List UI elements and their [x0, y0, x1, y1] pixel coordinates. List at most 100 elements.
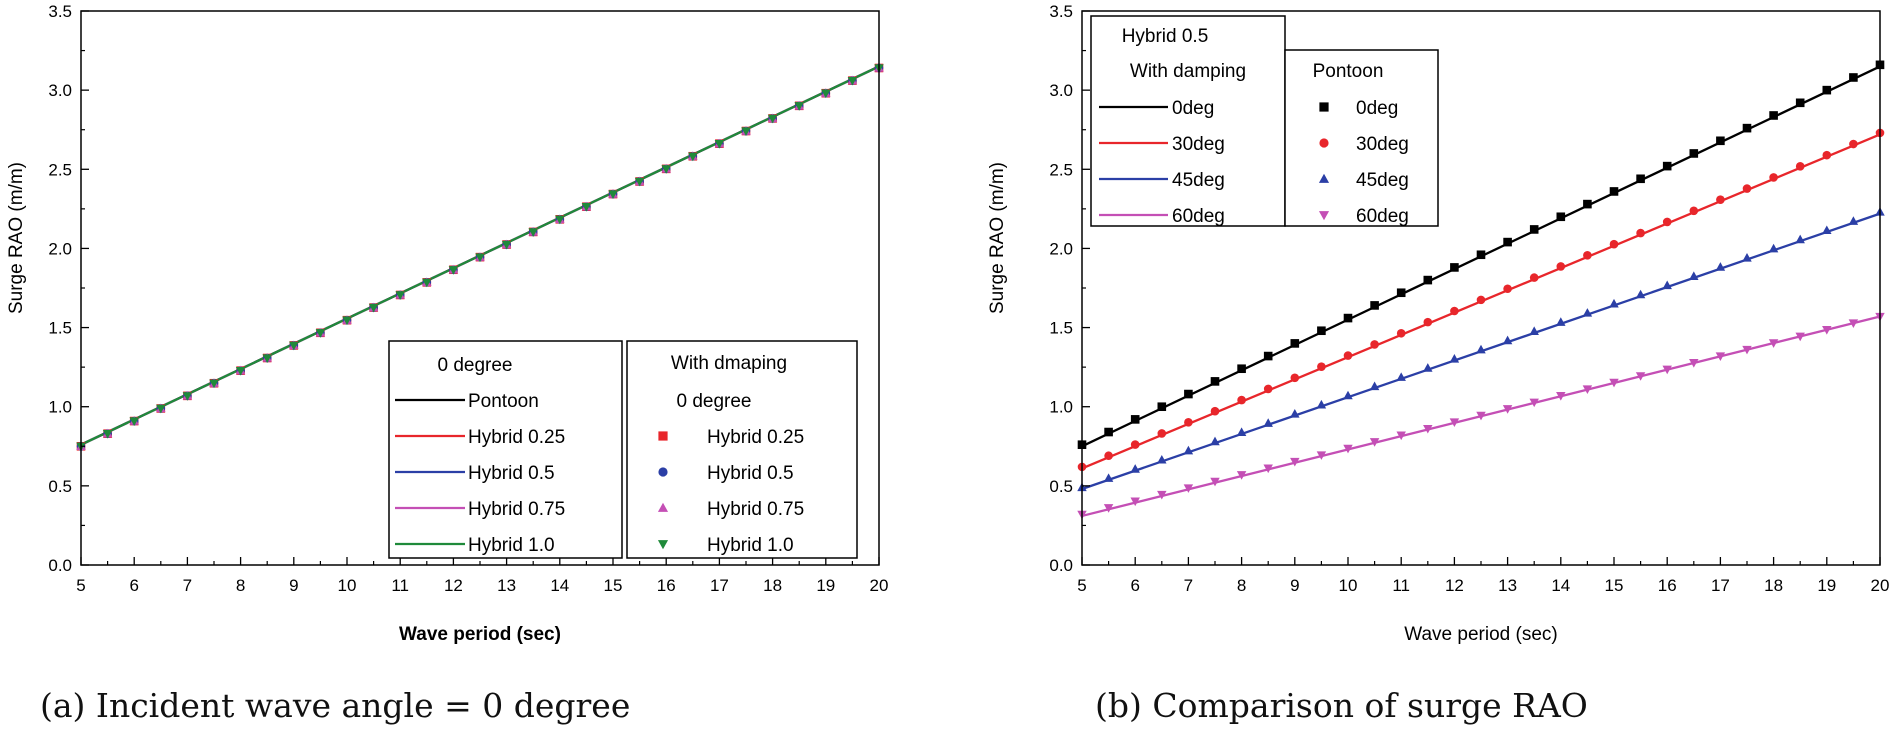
data-point	[1822, 326, 1832, 335]
data-point	[1716, 136, 1725, 146]
data-point	[847, 76, 858, 86]
data-point	[821, 89, 831, 99]
data-point	[1635, 289, 1646, 299]
data-point	[1609, 187, 1619, 196]
data-point	[1130, 415, 1140, 424]
legend-marker-swatch	[657, 502, 669, 512]
data-point	[1849, 73, 1858, 82]
chart-b-y-axis-title: Surge RAO (m/m)	[987, 162, 1008, 314]
data-point	[1130, 440, 1140, 449]
data-point	[235, 366, 246, 376]
data-point	[1582, 385, 1593, 394]
data-point	[1369, 438, 1380, 447]
chart-b-marks	[1077, 60, 1885, 520]
x-tick-label: 12	[1445, 576, 1464, 595]
chart-b-legend-lines-title-2: With damping	[1130, 61, 1246, 82]
legend-line-label: 45deg	[1172, 170, 1225, 191]
y-tick-label: 0.5	[1049, 477, 1073, 496]
x-tick-label: 15	[1605, 576, 1624, 595]
chart-a-legend-markers-title-1: With dmaping	[671, 353, 787, 374]
y-tick-label: 2.0	[1049, 239, 1073, 258]
caption-a: (a) Incident wave angle = 0 degree	[40, 686, 630, 725]
data-point	[1689, 359, 1699, 368]
chart-a-legend-markers: With dmaping 0 degree Hybrid 0.25 Hybrid …	[626, 340, 858, 559]
y-tick-label: 1.0	[48, 398, 72, 417]
chart-b-legend-markers-title: Pontoon	[1313, 61, 1384, 82]
data-point	[1769, 111, 1778, 120]
chart-a-legend-lines: 0 degree Pontoon Hybrid 0.25 Hybrid 0.5 Hyb…	[388, 340, 623, 559]
x-tick-label: 11	[1392, 576, 1410, 595]
data-point	[1317, 326, 1326, 336]
data-point	[1582, 308, 1593, 317]
data-point	[1104, 427, 1113, 437]
data-point	[1556, 262, 1566, 271]
chart-panel-a: 5 6 7 8 9 10 11 12 13 14 15 16 17 18 19 20 0.0 0.5 1.0 1.5…	[6, 2, 888, 645]
data-point	[1103, 473, 1114, 482]
data-point	[1529, 398, 1539, 408]
data-point	[1529, 326, 1539, 336]
data-point	[1529, 225, 1539, 234]
x-tick-label: 11	[391, 576, 409, 595]
x-tick-label: 9	[289, 576, 298, 595]
chart-a-legend-markers-title-2: 0 degree	[676, 391, 751, 412]
data-point	[1849, 139, 1858, 149]
legend-marker-label: 60deg	[1356, 206, 1409, 227]
data-point	[1609, 378, 1619, 388]
data-point	[1689, 149, 1699, 158]
x-tick-label: 14	[550, 576, 569, 595]
y-tick-label: 0.0	[48, 556, 72, 575]
data-point	[1583, 251, 1592, 260]
x-tick-label: 12	[444, 576, 463, 595]
chart-b-x-axis-title: Wave period (sec)	[1404, 624, 1557, 645]
data-point	[1742, 123, 1752, 133]
x-tick-label: 20	[1871, 576, 1890, 595]
data-point	[1157, 454, 1167, 464]
y-tick-label: 3.0	[1049, 81, 1073, 100]
data-point	[501, 240, 512, 250]
data-point	[422, 278, 432, 288]
chart-b-legend-lines-title-1: Hybrid 0.5	[1122, 26, 1209, 47]
data-point	[1103, 504, 1114, 513]
data-point	[1316, 399, 1327, 409]
x-tick-label: 19	[1817, 576, 1836, 595]
data-point	[1290, 457, 1300, 467]
data-point	[1769, 173, 1778, 182]
data-point	[1795, 98, 1805, 108]
chart-a-x-ticks: 5 6 7 8 9 10 11 12 13 14 15 16 17 18 19 20	[76, 557, 888, 595]
data-point	[129, 417, 139, 427]
data-point	[1370, 340, 1379, 349]
marker-series-45deg	[1077, 207, 1885, 492]
marker-series-30deg	[1077, 128, 1885, 472]
data-point	[1795, 332, 1805, 342]
chart-panel-b: 5 6 7 8 9 10 11 12 13 14 15 16 17 18 19 20 0.0 0.5 1.0 1.5…	[987, 2, 1889, 645]
chart-b-legend-lines: Hybrid 0.5 With damping 0deg 30deg 45deg 60…	[1090, 15, 1286, 227]
data-point	[1157, 402, 1167, 412]
data-point	[1423, 275, 1433, 285]
data-point	[1184, 389, 1193, 399]
data-point	[1210, 436, 1220, 446]
y-tick-label: 0.5	[48, 477, 72, 496]
data-point	[1636, 174, 1645, 184]
data-point	[1716, 195, 1725, 204]
data-point	[688, 152, 698, 162]
data-point	[1503, 237, 1512, 247]
data-point	[1210, 477, 1220, 487]
marker-series-60deg	[1077, 312, 1885, 520]
data-point	[1689, 271, 1699, 280]
data-point	[1795, 234, 1805, 244]
data-point	[1662, 217, 1672, 227]
data-point	[1822, 85, 1832, 95]
data-point	[1450, 306, 1459, 316]
data-point	[1263, 464, 1273, 474]
legend-marker-label: Hybrid 0.5	[707, 463, 794, 484]
data-point	[1210, 406, 1220, 416]
y-tick-label: 2.5	[1049, 160, 1073, 179]
data-point	[1183, 484, 1194, 493]
y-tick-label: 2.5	[48, 160, 72, 179]
data-point	[182, 392, 193, 401]
x-tick-label: 10	[1339, 576, 1358, 595]
x-tick-label: 8	[236, 576, 245, 595]
data-point	[1662, 365, 1672, 375]
legend-marker-label: Hybrid 0.75	[707, 499, 804, 520]
data-point	[1236, 427, 1247, 437]
